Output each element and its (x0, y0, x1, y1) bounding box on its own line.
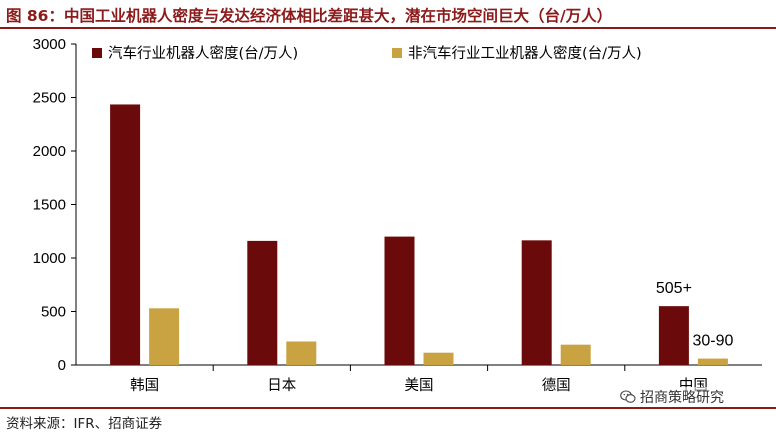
bar-non-auto-density (286, 341, 317, 365)
figure-title: 图 86：中国工业机器人密度与发达经济体相比差距甚大，潜在市场空间巨大（台/万人… (6, 7, 613, 25)
x-category-label: 德国 (542, 377, 571, 394)
legend-label: 非汽车行业工业机器人密度(台/万人) (408, 45, 642, 62)
y-tick-label: 2500 (33, 90, 66, 107)
bar-auto-density (110, 104, 141, 365)
y-tick-label: 0 (58, 357, 66, 374)
source-note: 资料来源：IFR、招商证券 (6, 416, 163, 432)
bar-auto-density (521, 240, 552, 365)
data-label: 30-90 (692, 333, 733, 350)
x-category-label: 美国 (405, 377, 434, 394)
y-tick-label: 2000 (33, 143, 66, 160)
bar-non-auto-density (560, 344, 591, 365)
footer-divider (0, 407, 776, 409)
watermark-text: 招商策略研究 (640, 390, 724, 406)
legend-swatch (392, 48, 402, 58)
chart-labels: 505+ 30-90 (656, 280, 734, 349)
y-tick-label: 500 (41, 304, 66, 321)
legend-swatch (92, 48, 102, 58)
x-category-label: 韩国 (130, 377, 159, 394)
bar-non-auto-density (697, 358, 728, 365)
bar-auto-density (658, 306, 689, 365)
bar-non-auto-density (149, 308, 180, 365)
y-tick-label: 1000 (33, 250, 66, 267)
wechat-icon (620, 390, 636, 403)
y-tick-label: 1500 (33, 197, 66, 214)
x-category-label: 日本 (267, 377, 296, 394)
legend-label: 汽车行业机器人密度(台/万人) (108, 45, 298, 62)
data-label: 505+ (656, 280, 692, 297)
bar-auto-density (247, 240, 278, 365)
y-tick-label: 3000 (33, 36, 66, 53)
chart-bars (110, 104, 728, 365)
bar-auto-density (384, 236, 415, 365)
bar-non-auto-density (423, 352, 454, 365)
title-divider (0, 27, 776, 29)
watermark: 招商策略研究 (618, 387, 726, 407)
chart-legend: 汽车行业机器人密度(台/万人) 非汽车行业工业机器人密度(台/万人) (92, 45, 642, 62)
